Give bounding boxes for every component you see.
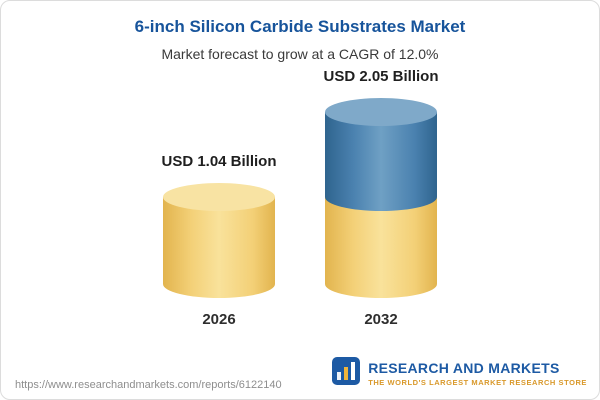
chart-title: 6-inch Silicon Carbide Substrates Market	[134, 17, 466, 36]
logo-name: RESEARCH AND MARKETS	[368, 360, 560, 376]
cylinder-bar-chart: USD 1.04 Billion 2026 USD 2.05 Billion 2…	[1, 66, 599, 328]
logo-text-block: RESEARCH AND MARKETS THE WORLD'S LARGEST…	[368, 360, 587, 387]
value-label-2032: USD 2.05 Billion	[323, 68, 439, 85]
report-url-link[interactable]: https://www.researchandmarkets.com/repor…	[15, 379, 282, 391]
research-and-markets-logo: RESEARCH AND MARKETS THE WORLD'S LARGEST…	[331, 356, 587, 391]
card-footer: https://www.researchandmarkets.com/repor…	[15, 356, 587, 391]
cylinder-bar-2032	[323, 97, 439, 299]
chart-subtitle: Market forecast to grow at a CAGR of 12.…	[161, 46, 439, 62]
chart-header: 6-inch Silicon Carbide Substrates Market…	[1, 1, 599, 62]
value-label-2026: USD 1.04 Billion	[161, 153, 277, 170]
bar-group-2026: USD 1.04 Billion 2026	[161, 153, 277, 328]
logo-tagline: THE WORLD'S LARGEST MARKET RESEARCH STOR…	[368, 378, 587, 387]
year-label-2032: 2032	[364, 311, 398, 328]
research-and-markets-logo-icon	[331, 356, 361, 391]
year-label-2026: 2026	[202, 311, 236, 328]
bar-group-2032: USD 2.05 Billion 2032	[323, 68, 439, 328]
cylinder-bar-2026	[161, 182, 277, 299]
